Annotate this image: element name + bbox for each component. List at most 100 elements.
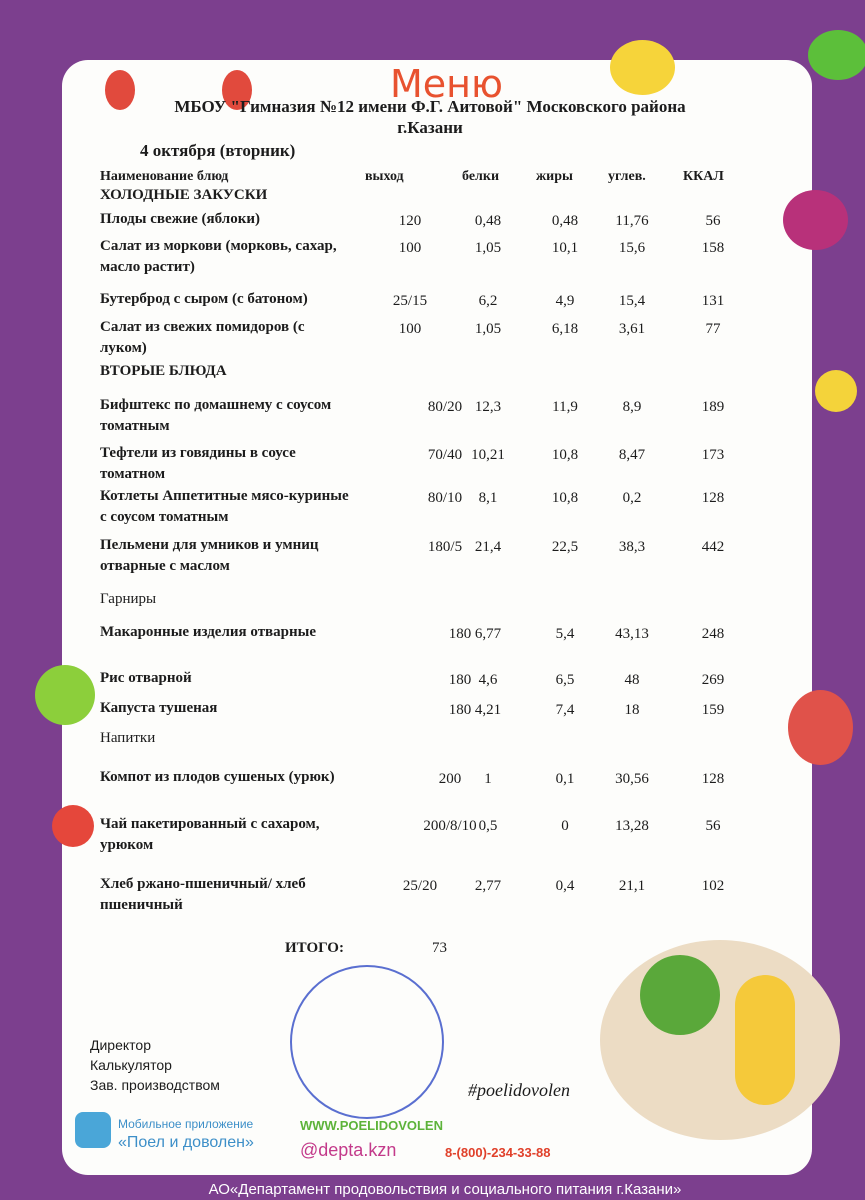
- portion: 180: [448, 702, 472, 718]
- signature: Калькулятор: [90, 1057, 172, 1073]
- nutrition-value: 6,18: [551, 321, 579, 337]
- section-title: ВТОРЫЕ БЛЮДА: [100, 363, 227, 379]
- nutrition-value: 11,9: [552, 399, 578, 415]
- nutrition-value: 3,61: [618, 321, 646, 337]
- app-label: Мобильное приложение: [118, 1117, 254, 1131]
- nutrition-value: 56: [705, 818, 721, 834]
- nutrition-value: 0,4: [555, 878, 575, 894]
- nutrition-value: 8,47: [618, 447, 646, 463]
- nutrition-value: 128: [701, 771, 725, 787]
- decor-meat: [788, 690, 853, 765]
- dish-name: Хлеб ржано-пшеничный/ хлеб пшеничный: [100, 876, 306, 913]
- nutrition-value: 0,48: [551, 213, 579, 229]
- nutrition-value: 248: [701, 626, 725, 642]
- portion: 80/20: [427, 399, 463, 415]
- nutrition-value: 2,77: [474, 878, 502, 894]
- city: г.Казани: [397, 118, 463, 137]
- nutrition-value: 10,8: [551, 447, 579, 463]
- nutrition-value: 8,1: [478, 490, 498, 506]
- decor-broccoli: [640, 955, 720, 1035]
- nutrition-value: 15,4: [618, 293, 646, 309]
- nutrition-value: 43,13: [615, 626, 649, 642]
- decor-beet: [783, 190, 848, 250]
- decor-apple: [35, 665, 95, 725]
- column-header: углев.: [608, 169, 646, 184]
- nutrition-value: 173: [701, 447, 725, 463]
- website: WWW.POELIDOVOLEN: [300, 1118, 443, 1133]
- dish-name: Бутерброд с сыром (с батоном): [100, 291, 308, 307]
- dish-name: Капуста тушеная: [100, 700, 218, 716]
- column-header: Наименование блюд: [100, 169, 229, 184]
- decor-leaf: [808, 30, 865, 80]
- nutrition-value: 56: [705, 213, 721, 229]
- nutrition-value: 21,4: [474, 539, 502, 555]
- decor-cheese: [610, 40, 675, 95]
- portion: 25/15: [392, 293, 428, 309]
- nutrition-value: 4,6: [478, 672, 498, 688]
- decor-tomato: [52, 805, 94, 847]
- nutrition-value: 10,1: [551, 240, 579, 256]
- section-title: ХОЛОДНЫЕ ЗАКУСКИ: [100, 187, 268, 203]
- menu-word: Меню: [390, 62, 503, 106]
- column-header: белки: [462, 169, 500, 184]
- nutrition-value: 77: [705, 321, 721, 337]
- decor-tomato: [105, 70, 135, 110]
- nutrition-value: 159: [701, 702, 725, 718]
- nutrition-value: 6,77: [474, 626, 502, 642]
- nutrition-value: 189: [701, 399, 725, 415]
- school-name: МБОУ "Гимназия №12 имени Ф.Г. Аитовой" М…: [174, 97, 686, 116]
- portion: 180/5: [427, 539, 463, 555]
- dish-name: Макаронные изделия отварные: [100, 624, 317, 640]
- nutrition-value: 1,05: [474, 240, 502, 256]
- column-header: выход: [365, 169, 404, 184]
- nutrition-value: 5,4: [555, 626, 575, 642]
- dish-name: Плоды свежие (яблоки): [100, 211, 260, 227]
- portion: 180: [448, 672, 472, 688]
- nutrition-value: 48: [624, 672, 640, 688]
- total-value: 73: [432, 940, 447, 956]
- nutrition-value: 1,05: [474, 321, 502, 337]
- dish-name: Котлеты Аппетитные мясо-куриные с соусом…: [100, 488, 349, 525]
- portion: 80/10: [427, 490, 463, 506]
- dish-name: Рис отварной: [100, 670, 192, 686]
- decor-banana: [735, 975, 795, 1105]
- nutrition-value: 4,9: [555, 293, 575, 309]
- section-title: Гарниры: [100, 591, 157, 607]
- nutrition-value: 442: [701, 539, 725, 555]
- dish-name: Бифштекс по домашнему с соусом томатным: [100, 397, 332, 434]
- nutrition-value: 0,48: [474, 213, 502, 229]
- nutrition-value: 269: [701, 672, 725, 688]
- portion: 100: [398, 321, 422, 337]
- nutrition-value: 38,3: [618, 539, 646, 555]
- decor-smile: [815, 370, 857, 412]
- portion: 70/40: [427, 447, 463, 463]
- date: 4 октября (вторник): [140, 141, 296, 160]
- decor-tomato: [222, 70, 252, 110]
- nutrition-value: 0: [561, 818, 569, 834]
- section-title: Напитки: [100, 730, 156, 746]
- instagram: @depta.kzn: [300, 1140, 397, 1160]
- nutrition-value: 0,2: [622, 490, 642, 506]
- dish-name: Тефтели из говядины в соусе томатном: [100, 445, 296, 482]
- nutrition-value: 131: [701, 293, 725, 309]
- nutrition-value: 10,8: [551, 490, 579, 506]
- portion: 200/8/10: [423, 818, 477, 834]
- dish-name: Салат из свежих помидоров (с луком): [100, 319, 305, 356]
- app-name: «Поел и доволен»: [118, 1134, 254, 1151]
- nutrition-value: 0,1: [555, 771, 575, 787]
- total-label: ИТОГО:: [285, 940, 344, 956]
- nutrition-value: 102: [701, 878, 725, 894]
- nutrition-value: 22,5: [551, 539, 579, 555]
- organization: АО«Департамент продовольствия и социальн…: [208, 1181, 682, 1198]
- nutrition-value: 21,1: [618, 878, 646, 894]
- decor-mascots: [600, 940, 840, 1140]
- nutrition-value: 6,5: [555, 672, 575, 688]
- nutrition-value: 128: [701, 490, 725, 506]
- dish-name: Пельмени для умников и умниц отварные с …: [100, 537, 319, 574]
- portion: 200: [438, 771, 462, 787]
- stamp: [290, 965, 444, 1119]
- portion: 25/20: [402, 878, 438, 894]
- nutrition-value: 6,2: [478, 293, 498, 309]
- dish-name: Салат из моркови (морковь, сахар, масло …: [100, 238, 337, 275]
